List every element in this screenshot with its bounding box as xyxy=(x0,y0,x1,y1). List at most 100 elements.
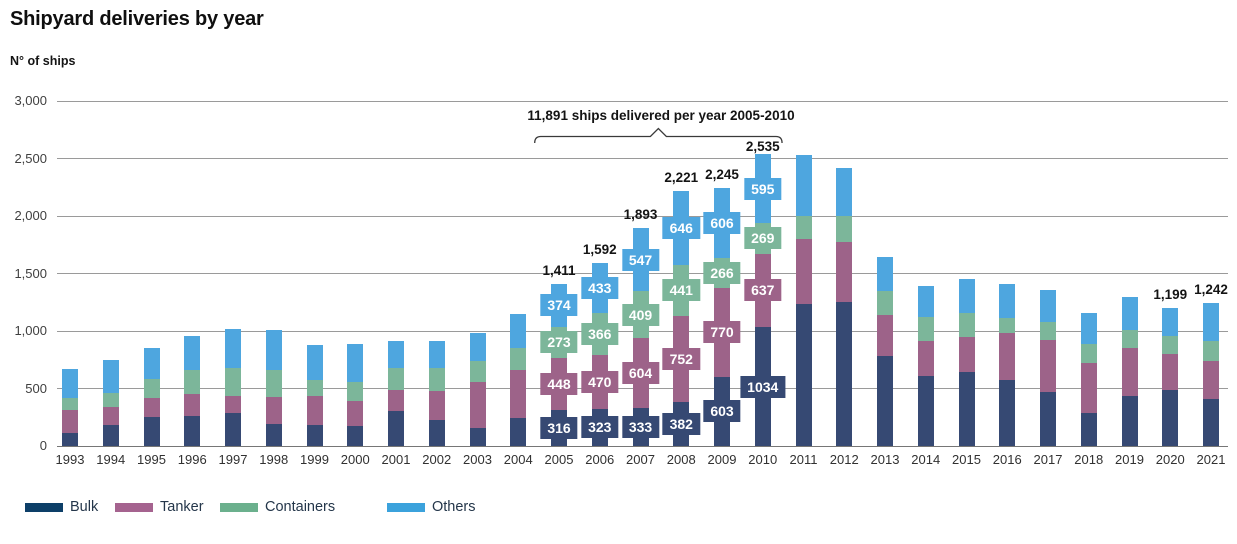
bar-segment-1998-tanker xyxy=(265,397,282,424)
bar-segment-1996-others xyxy=(184,335,201,371)
legend-item-containers: Containers xyxy=(220,498,335,516)
x-tick-1993: 1993 xyxy=(55,452,85,467)
bar-segment-1998-containers xyxy=(265,369,282,398)
bar-segment-1994-tanker xyxy=(102,406,119,425)
bar-segment-2011-bulk xyxy=(795,303,812,446)
x-tick-2000: 2000 xyxy=(340,452,370,467)
x-tick-2007: 2007 xyxy=(626,452,655,467)
bar-segment-1994-containers xyxy=(102,392,119,407)
annotation-text: 11,891 ships delivered per year 2005-201… xyxy=(527,108,795,123)
bar-segment-2003-others xyxy=(469,332,486,361)
segment-value-label-2010-others: 595 xyxy=(744,177,782,200)
bar-segment-2004-others xyxy=(510,314,527,349)
y-tick-2000: 2,000 xyxy=(14,208,47,223)
total-label-2021: 1,242 xyxy=(1194,282,1228,298)
x-tick-2015: 2015 xyxy=(952,452,981,467)
segment-value-label-2010-tanker: 637 xyxy=(744,279,782,302)
x-tick-2003: 2003 xyxy=(463,452,492,467)
bar-segment-2020-bulk xyxy=(1162,389,1179,446)
bar-segment-2012-bulk xyxy=(836,301,853,446)
bar-segment-1995-bulk xyxy=(143,416,160,446)
segment-value-label-2008-bulk: 382 xyxy=(662,413,700,436)
bar-segment-2000-others xyxy=(347,343,364,383)
bar-segment-2012-containers xyxy=(836,216,853,242)
bar-segment-1997-tanker xyxy=(225,395,241,414)
x-tick-2017: 2017 xyxy=(1033,452,1063,467)
bar-segment-1998-bulk xyxy=(265,423,282,446)
bar-segment-2021-bulk xyxy=(1203,399,1219,446)
x-tick-2012: 2012 xyxy=(829,452,859,467)
x-tick-2006: 2006 xyxy=(585,452,615,467)
bar-segment-2003-bulk xyxy=(469,428,486,446)
legend-swatch-bulk xyxy=(25,502,63,512)
bar-segment-2018-others xyxy=(1080,312,1097,345)
total-label-2020: 1,199 xyxy=(1153,287,1188,303)
bar-segment-2021-containers xyxy=(1203,340,1219,361)
bar-segment-1997-bulk xyxy=(225,413,241,446)
x-tick-2001: 2001 xyxy=(381,452,411,467)
segment-value-label-2005-others: 374 xyxy=(540,294,578,317)
x-tick-2020: 2020 xyxy=(1155,452,1185,467)
bar-segment-2000-bulk xyxy=(347,425,364,446)
bar-segment-2013-bulk xyxy=(877,355,893,446)
x-tick-1997: 1997 xyxy=(218,452,248,467)
segment-value-label-2009-bulk: 603 xyxy=(703,400,741,423)
gridline-2000 xyxy=(57,215,1228,217)
x-tick-1995: 1995 xyxy=(137,452,166,467)
bar-segment-2016-tanker xyxy=(999,333,1016,381)
bar-segment-2020-containers xyxy=(1162,335,1179,354)
y-axis-unit-label: N° of ships xyxy=(10,54,76,68)
bar-segment-1994-others xyxy=(102,359,119,393)
bar-segment-2002-bulk xyxy=(428,420,445,446)
x-tick-1994: 1994 xyxy=(96,452,126,467)
bar-segment-1995-containers xyxy=(143,379,160,399)
bar-segment-2014-containers xyxy=(917,317,934,341)
bar-segment-2003-tanker xyxy=(469,381,486,429)
bar-segment-2002-others xyxy=(428,340,445,369)
bar-segment-1996-bulk xyxy=(184,416,201,446)
legend-item-tanker: Tanker xyxy=(115,498,204,516)
bar-segment-2018-bulk xyxy=(1080,412,1097,446)
segment-value-label-2005-containers: 273 xyxy=(540,331,578,354)
bar-segment-2015-others xyxy=(958,278,975,314)
segment-value-label-2005-tanker: 448 xyxy=(540,372,578,395)
x-tick-2013: 2013 xyxy=(870,452,900,467)
x-tick-2016: 2016 xyxy=(992,452,1022,467)
bar-segment-2016-others xyxy=(999,283,1016,319)
segment-value-label-2006-others: 433 xyxy=(581,276,619,299)
total-label-2006: 1,592 xyxy=(582,241,617,257)
bar-segment-2019-tanker xyxy=(1121,348,1138,396)
bar-segment-2002-containers xyxy=(428,368,445,392)
bar-segment-2020-others xyxy=(1162,308,1179,336)
bar-segment-1999-bulk xyxy=(306,424,323,446)
bar-segment-1995-tanker xyxy=(143,398,160,417)
bar-segment-2011-tanker xyxy=(795,239,812,304)
bar-segment-2019-bulk xyxy=(1121,395,1138,446)
legend-label-others: Others xyxy=(432,499,476,515)
total-label-2009: 2,245 xyxy=(705,166,739,182)
bar-segment-2017-others xyxy=(1040,290,1056,322)
bar-segment-2003-containers xyxy=(469,360,486,382)
segment-value-label-2009-containers: 266 xyxy=(703,261,741,284)
x-tick-2005: 2005 xyxy=(544,452,574,467)
bar-segment-2002-tanker xyxy=(428,391,445,421)
bar-segment-2014-others xyxy=(917,286,934,318)
legend-label-tanker: Tanker xyxy=(160,499,204,515)
bar-segment-2012-others xyxy=(836,168,853,216)
bar-segment-2014-bulk xyxy=(917,375,934,446)
total-label-2005: 1,411 xyxy=(542,262,576,278)
segment-value-label-2007-tanker: 604 xyxy=(621,361,660,384)
gridline-3000 xyxy=(57,100,1228,102)
legend-swatch-others xyxy=(387,502,425,512)
bar-segment-2001-others xyxy=(388,341,404,369)
bar-segment-2016-bulk xyxy=(999,380,1016,446)
bar-segment-2017-bulk xyxy=(1040,391,1056,446)
bar-segment-2021-others xyxy=(1203,303,1219,341)
bar-segment-1993-tanker xyxy=(62,410,78,433)
x-tick-2002: 2002 xyxy=(422,452,452,467)
bar-segment-2014-tanker xyxy=(917,340,934,376)
x-tick-2021: 2021 xyxy=(1196,452,1226,467)
legend-swatch-tanker xyxy=(115,502,153,512)
bar-segment-1996-tanker xyxy=(184,394,201,417)
